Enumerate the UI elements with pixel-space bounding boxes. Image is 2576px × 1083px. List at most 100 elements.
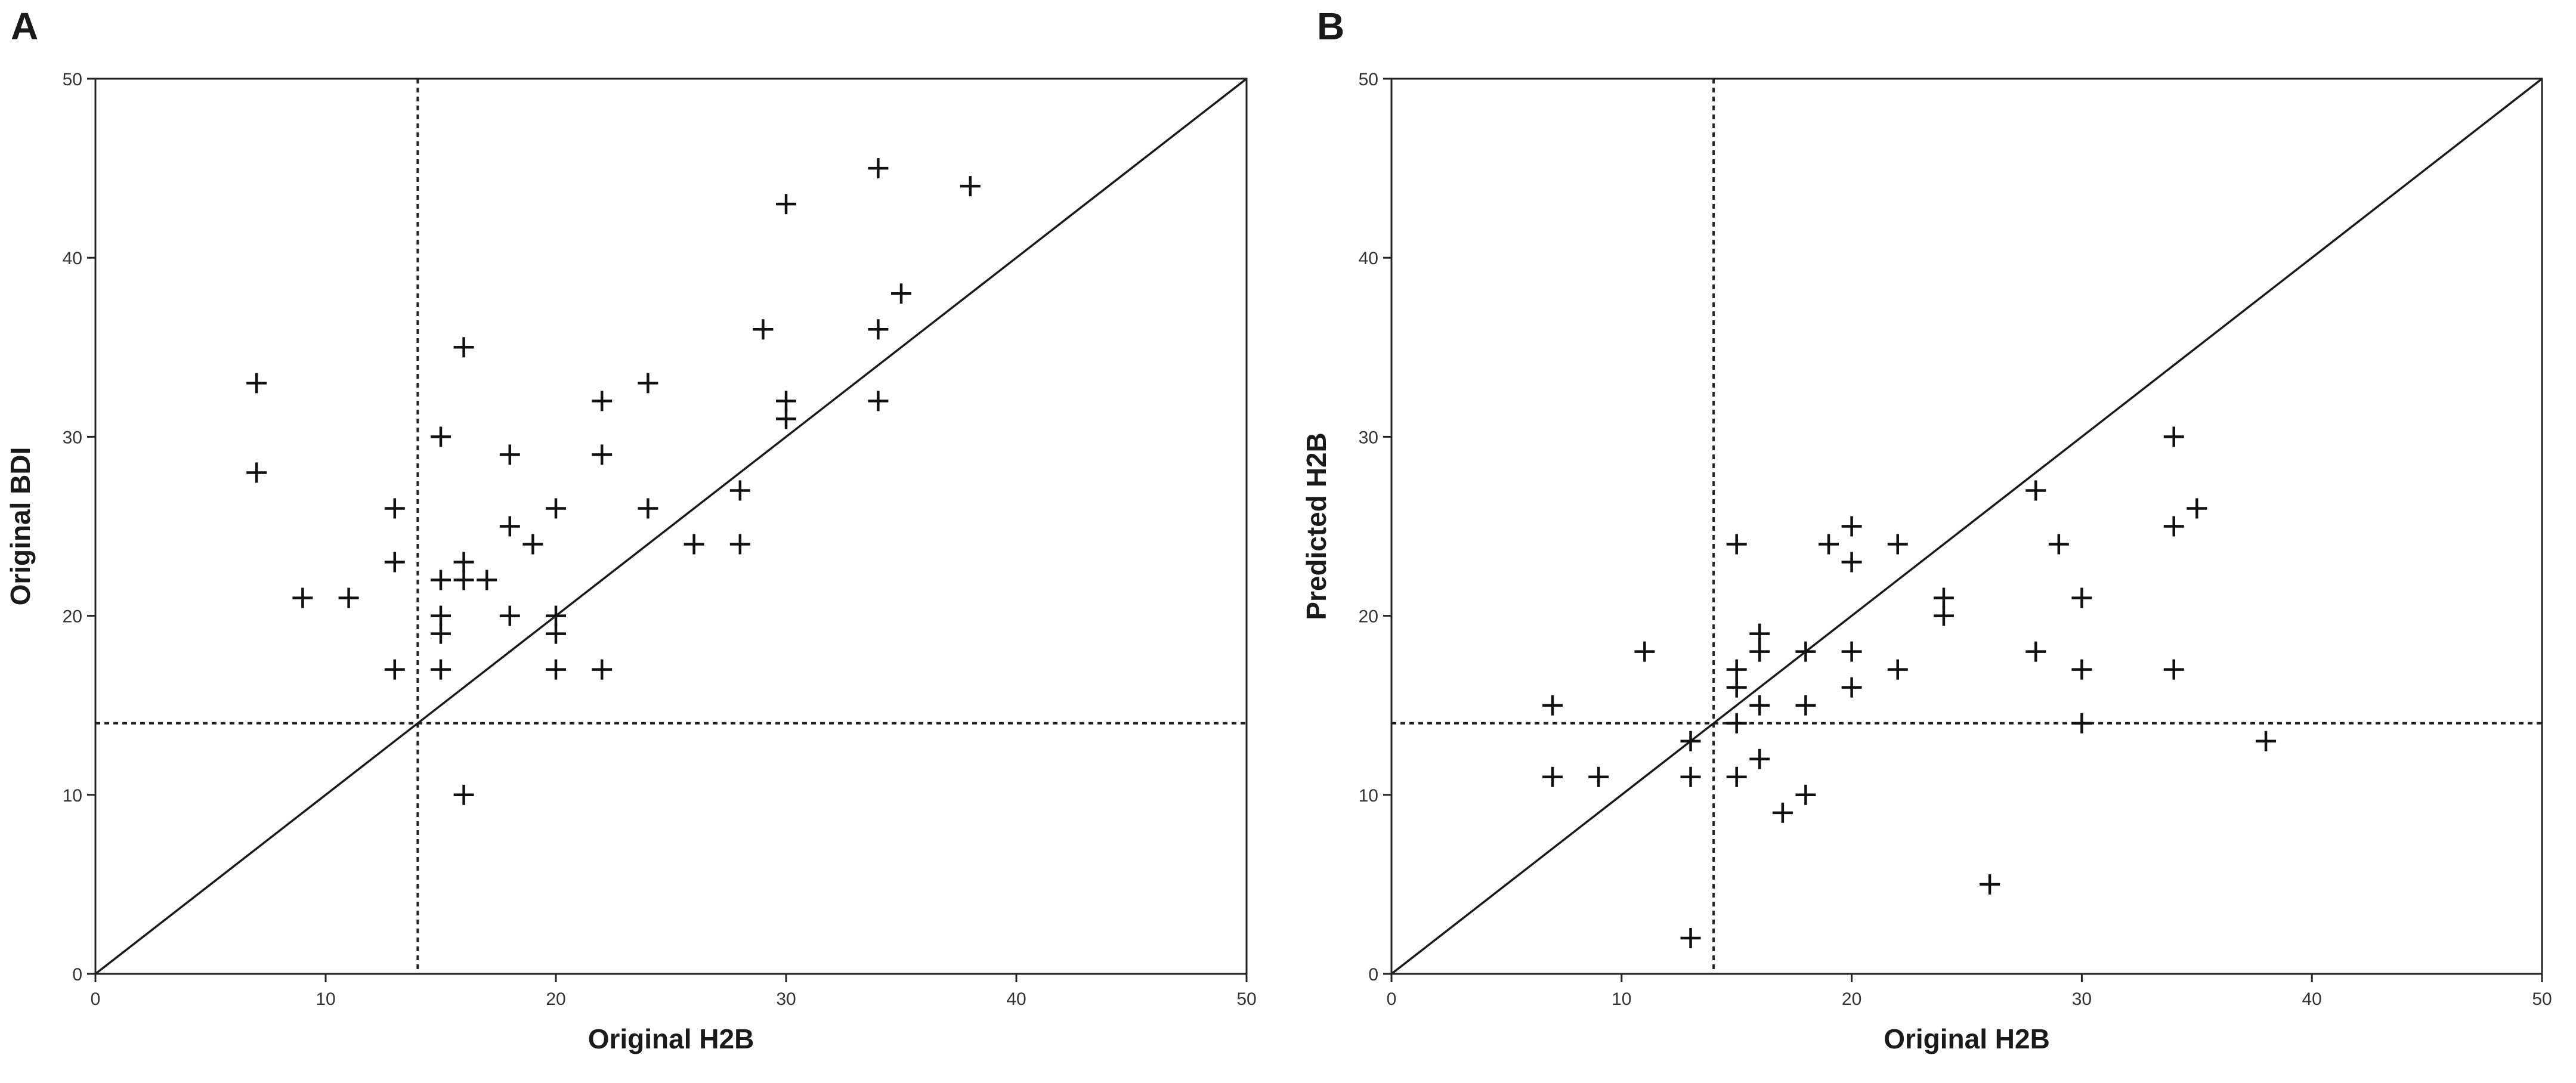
a-data-point: [453, 570, 474, 590]
panel-a-letter: A: [11, 5, 38, 48]
a-data-point: [246, 373, 267, 394]
a-data-point: [384, 498, 405, 519]
a-data-point: [638, 373, 658, 394]
a-data-point: [729, 480, 750, 501]
b-data-point: [1841, 552, 1862, 573]
a-data-point: [499, 605, 520, 626]
panel-b-x-axis-label: Original H2B: [1884, 1023, 2050, 1054]
panel-a-guides: [94, 78, 1248, 975]
panel-a-x-axis-label: Original H2B: [588, 1023, 754, 1054]
b-data-point: [1634, 641, 1655, 662]
a-data-point: [338, 587, 359, 608]
b-data-point: [1726, 659, 1747, 680]
b-y-tick-label: 10: [1359, 786, 1378, 806]
panel-b-guides: [1390, 78, 2543, 975]
a-data-point: [546, 498, 566, 519]
b-data-point: [1749, 748, 1770, 769]
a-x-tick-label: 0: [91, 989, 101, 1009]
a-data-point: [246, 462, 267, 483]
a-data-point: [592, 659, 613, 680]
a-x-tick-label: 40: [1006, 989, 1026, 1009]
a-identity-line: [94, 78, 1248, 975]
b-y-tick-label: 20: [1359, 607, 1378, 627]
b-data-point: [2256, 731, 2277, 751]
panel-a-y-axis-label: Original BDI: [5, 447, 36, 606]
b-data-point: [1819, 534, 1839, 555]
a-y-tick-label: 30: [63, 428, 82, 447]
panel-b-letter: B: [1317, 5, 1344, 48]
b-data-point: [1726, 534, 1747, 555]
b-y-tick-label: 0: [1368, 965, 1378, 985]
b-data-point: [1772, 802, 1793, 823]
b-data-point: [2071, 713, 2092, 734]
a-data-point: [868, 391, 889, 411]
a-data-point: [753, 319, 774, 340]
a-y-tick-label: 40: [63, 249, 82, 268]
b-data-point: [2025, 641, 2046, 662]
b-data-point: [1726, 677, 1747, 698]
b-data-point: [1841, 641, 1862, 662]
a-y-tick-label: 10: [63, 786, 82, 806]
b-data-point: [1680, 927, 1701, 948]
a-data-point: [453, 552, 474, 573]
a-data-point: [431, 659, 451, 680]
a-data-point: [431, 605, 451, 626]
a-data-point: [546, 605, 566, 626]
panel-b-data-points: [1542, 426, 2277, 948]
a-data-point: [384, 659, 405, 680]
b-y-tick-label: 50: [1359, 70, 1378, 89]
panel-b-y-tick-labels: 0 10 20 30 40 50: [1359, 70, 1378, 985]
a-y-tick-label: 50: [63, 70, 82, 89]
a-data-point: [384, 552, 405, 573]
b-x-tick-label: 30: [2072, 989, 2092, 1009]
b-y-tick-label: 40: [1359, 249, 1378, 268]
panel-a: A 0 10 20 30 40 50 0 10 20 30 40 50 Original H2B O…: [5, 5, 1257, 1054]
b-x-tick-label: 0: [1387, 989, 1397, 1009]
b-data-point: [2071, 587, 2092, 608]
b-data-point: [1933, 587, 1954, 608]
b-x-tick-label: 10: [1612, 989, 1631, 1009]
a-data-point: [684, 534, 704, 555]
a-data-point: [546, 623, 566, 644]
b-y-tick-label: 30: [1359, 428, 1378, 447]
b-data-point: [2025, 480, 2046, 501]
b-data-point: [1887, 659, 1908, 680]
a-data-point: [960, 176, 981, 197]
a-data-point: [729, 534, 750, 555]
b-identity-line: [1390, 78, 2543, 975]
a-y-tick-label: 0: [72, 965, 82, 985]
panel-a-y-tick-labels: 0 10 20 30 40 50: [63, 70, 82, 985]
a-data-point: [546, 659, 566, 680]
a-data-point: [292, 587, 313, 608]
a-data-point: [868, 319, 889, 340]
a-data-point: [477, 570, 497, 590]
a-x-tick-label: 50: [1236, 989, 1256, 1009]
b-data-point: [1542, 695, 1563, 716]
b-data-point: [1680, 766, 1701, 787]
a-data-point: [776, 409, 796, 429]
b-data-point: [1726, 766, 1747, 787]
a-data-point: [868, 158, 889, 179]
b-data-point: [1588, 766, 1609, 787]
a-y-tick-label: 20: [63, 607, 82, 627]
b-data-point: [1680, 731, 1701, 751]
b-data-point: [2071, 659, 2092, 680]
b-x-tick-label: 20: [1842, 989, 1861, 1009]
panel-b-ticks: [1383, 78, 2543, 982]
panel-b: B 0 10 20 30 40 50 0 10 20 30 40 50 Original H2B P…: [1301, 5, 2552, 1054]
a-data-point: [499, 516, 520, 537]
b-data-point: [1841, 516, 1862, 537]
a-data-point: [592, 391, 613, 411]
a-data-point: [453, 337, 474, 358]
a-data-point: [891, 283, 911, 304]
a-data-point: [431, 426, 451, 447]
b-data-point: [2163, 426, 2184, 447]
a-data-point: [592, 444, 613, 465]
a-data-point: [638, 498, 658, 519]
b-data-point: [1841, 677, 1862, 698]
a-data-point: [499, 444, 520, 465]
a-data-point: [431, 623, 451, 644]
b-data-point: [1542, 766, 1563, 787]
